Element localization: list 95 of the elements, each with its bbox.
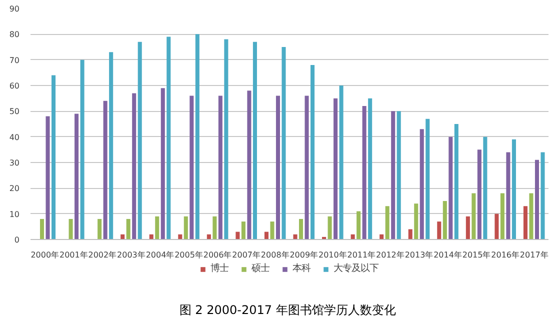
legend-label: 硕士 [252,262,271,275]
bar [356,211,361,240]
x-tick-label: 2009年 [290,250,318,260]
bar [437,222,442,240]
bar [442,201,447,240]
legend-label: 大专及以下 [334,262,378,275]
bar [304,96,309,240]
y-tick-label: 40 [9,132,20,142]
bar [483,136,488,240]
x-tick-label: 2011年 [347,250,376,260]
y-tick-label: 80 [9,30,20,40]
bar [426,118,430,240]
bar [540,152,545,240]
bar [68,218,73,240]
bar [80,60,84,240]
text: 图 2 2000-2017 年图书馆学历人数变化 [179,303,396,318]
bar [40,218,44,240]
bar [414,204,418,240]
x-tick-label: 2014年 [434,250,462,260]
x-tick-label: 2015年 [462,250,491,260]
bar [218,96,222,240]
bar [408,229,412,240]
bar [224,39,228,240]
y-tick-label: 10 [9,210,20,219]
bar [166,36,171,240]
bar [52,75,56,240]
bar [195,34,200,240]
bar [264,232,268,240]
bar [298,218,304,240]
x-tick-label: 2003年 [117,250,146,260]
bar [103,100,108,240]
bar [236,232,240,240]
x-tick-label: 2006年 [203,250,232,260]
bar [385,206,390,240]
y-tick-label: 30 [9,158,20,168]
bar [160,88,165,240]
bar [132,93,136,240]
bar [270,222,274,240]
bar [98,218,102,240]
bar [310,64,315,240]
bar [339,86,344,240]
y-tick-label: 20 [9,184,20,194]
bar [138,42,142,240]
x-tick-label: 2017年 [520,250,548,260]
y-tick-label: 90 [9,4,20,14]
bar [523,206,528,240]
bar [477,150,482,240]
bar [328,216,332,240]
bar [500,193,504,240]
bar [454,124,458,240]
x-tick-label: 2008年 [260,250,290,260]
y-tick-label: 50 [9,107,20,116]
x-tick-label: 2013年 [404,250,434,260]
bar [241,222,246,240]
bar [368,98,372,240]
x-tick-label: 2004年 [146,250,174,260]
x-tick-label: 2005年 [174,250,203,260]
bar [74,114,79,240]
x-tick-label: 2002年 [88,250,117,260]
bar [276,96,280,240]
bar [529,193,534,240]
y-tick-label: 0 [14,236,20,244]
bar [420,129,424,240]
bar [293,234,298,240]
y-tick-label: 70 [9,56,20,65]
bar [512,139,516,240]
x-tick-label: 2016年 [491,250,520,260]
x-tick-label: 2010年 [318,250,347,260]
bar [109,52,114,240]
legend-label: 博士 [210,262,230,275]
bar [362,106,366,240]
bar [46,116,50,240]
bar [155,216,160,240]
bar [391,111,396,240]
bar [184,216,188,240]
bar [466,216,470,240]
bar [334,98,338,240]
x-tick-label: 2012年 [376,250,404,260]
y-tick-label: 60 [9,82,20,90]
bar [396,111,401,240]
bar [494,214,499,240]
x-tick-label: 2007年 [232,250,261,260]
bar [448,136,453,240]
bar [247,90,252,240]
bar [190,96,194,240]
x-tick-label: 2000年 [30,250,60,260]
bar [472,193,476,240]
bar [212,216,217,240]
legend-label: 本科 [292,262,312,275]
x-tick-label: 2001年 [59,250,88,260]
bar [252,42,257,240]
bar [506,152,510,240]
bar [126,218,130,240]
bar [534,160,540,240]
bar [282,47,286,240]
